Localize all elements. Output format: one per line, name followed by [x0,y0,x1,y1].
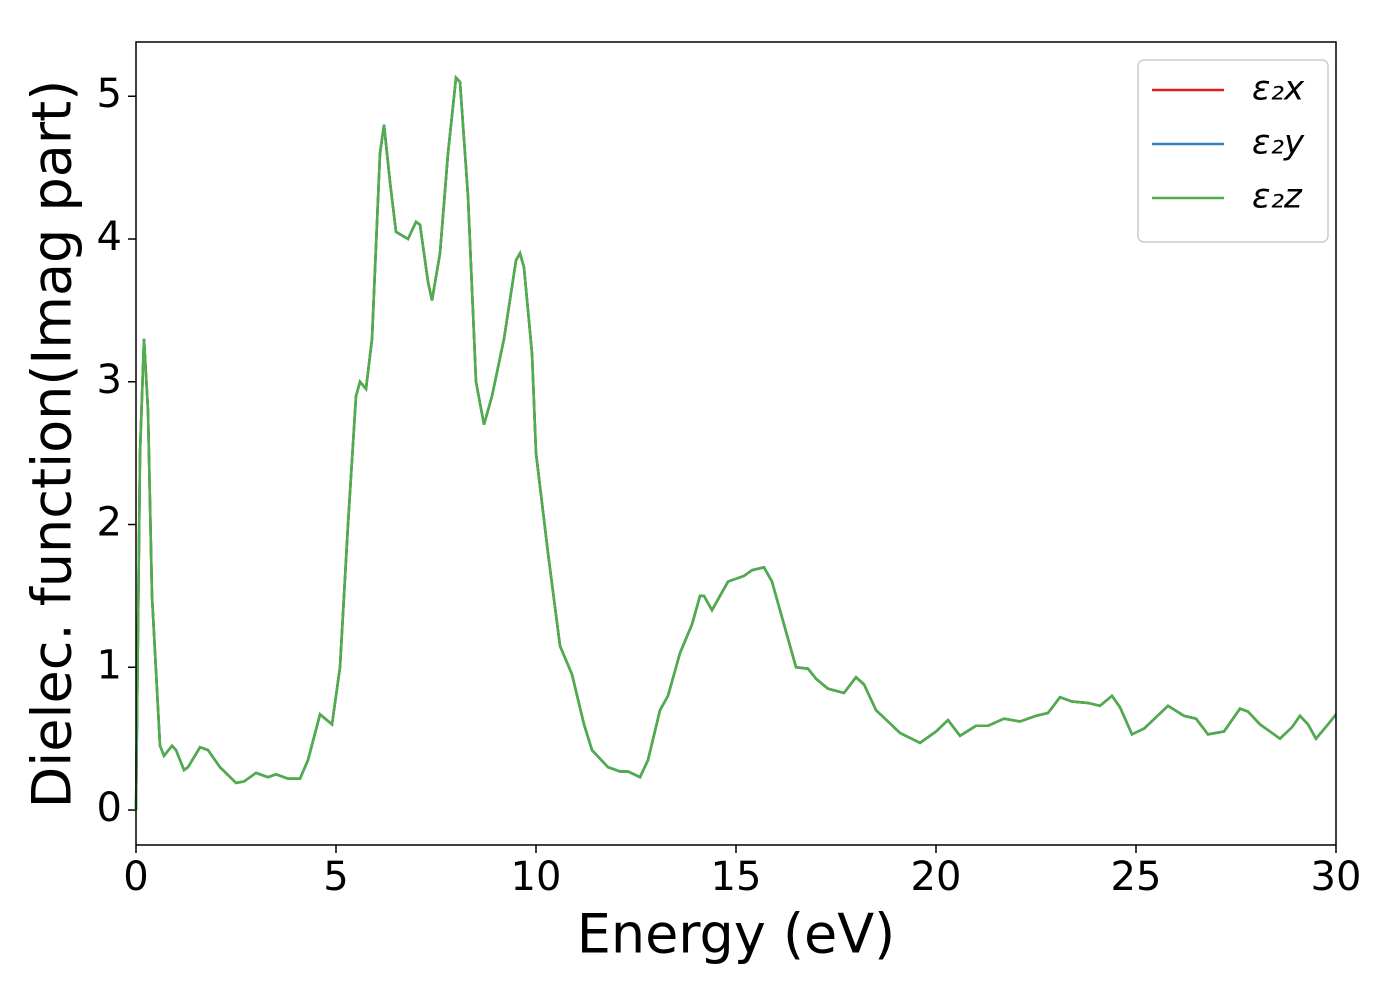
legend-box [1137,59,1329,243]
y-axis-label: Dielec. function(Imag part) [21,80,84,809]
x-tick-label: 5 [323,854,348,900]
y-tick-label: 5 [97,71,122,117]
legend-label: ε₂z [1252,177,1303,217]
y-tick-label: 2 [97,500,122,546]
legend-label: ε₂y [1252,123,1305,163]
plot-frame [135,41,1337,846]
x-tick-label: 10 [511,854,562,900]
legend-label: ε₂x [1252,69,1305,109]
y-tick-label: 0 [97,785,122,831]
y-tick-label: 1 [97,642,122,688]
y-tick-label: 4 [97,214,122,260]
data-line [134,74,1337,811]
x-tick-label: 25 [1111,854,1162,900]
x-tick-label: 15 [711,854,762,900]
x-tick-label: 0 [123,854,148,900]
y-tick-label: 3 [97,357,122,403]
x-tick-label: 30 [1311,854,1362,900]
x-axis-label: Energy (eV) [577,903,896,966]
x-tick-label: 20 [911,854,962,900]
